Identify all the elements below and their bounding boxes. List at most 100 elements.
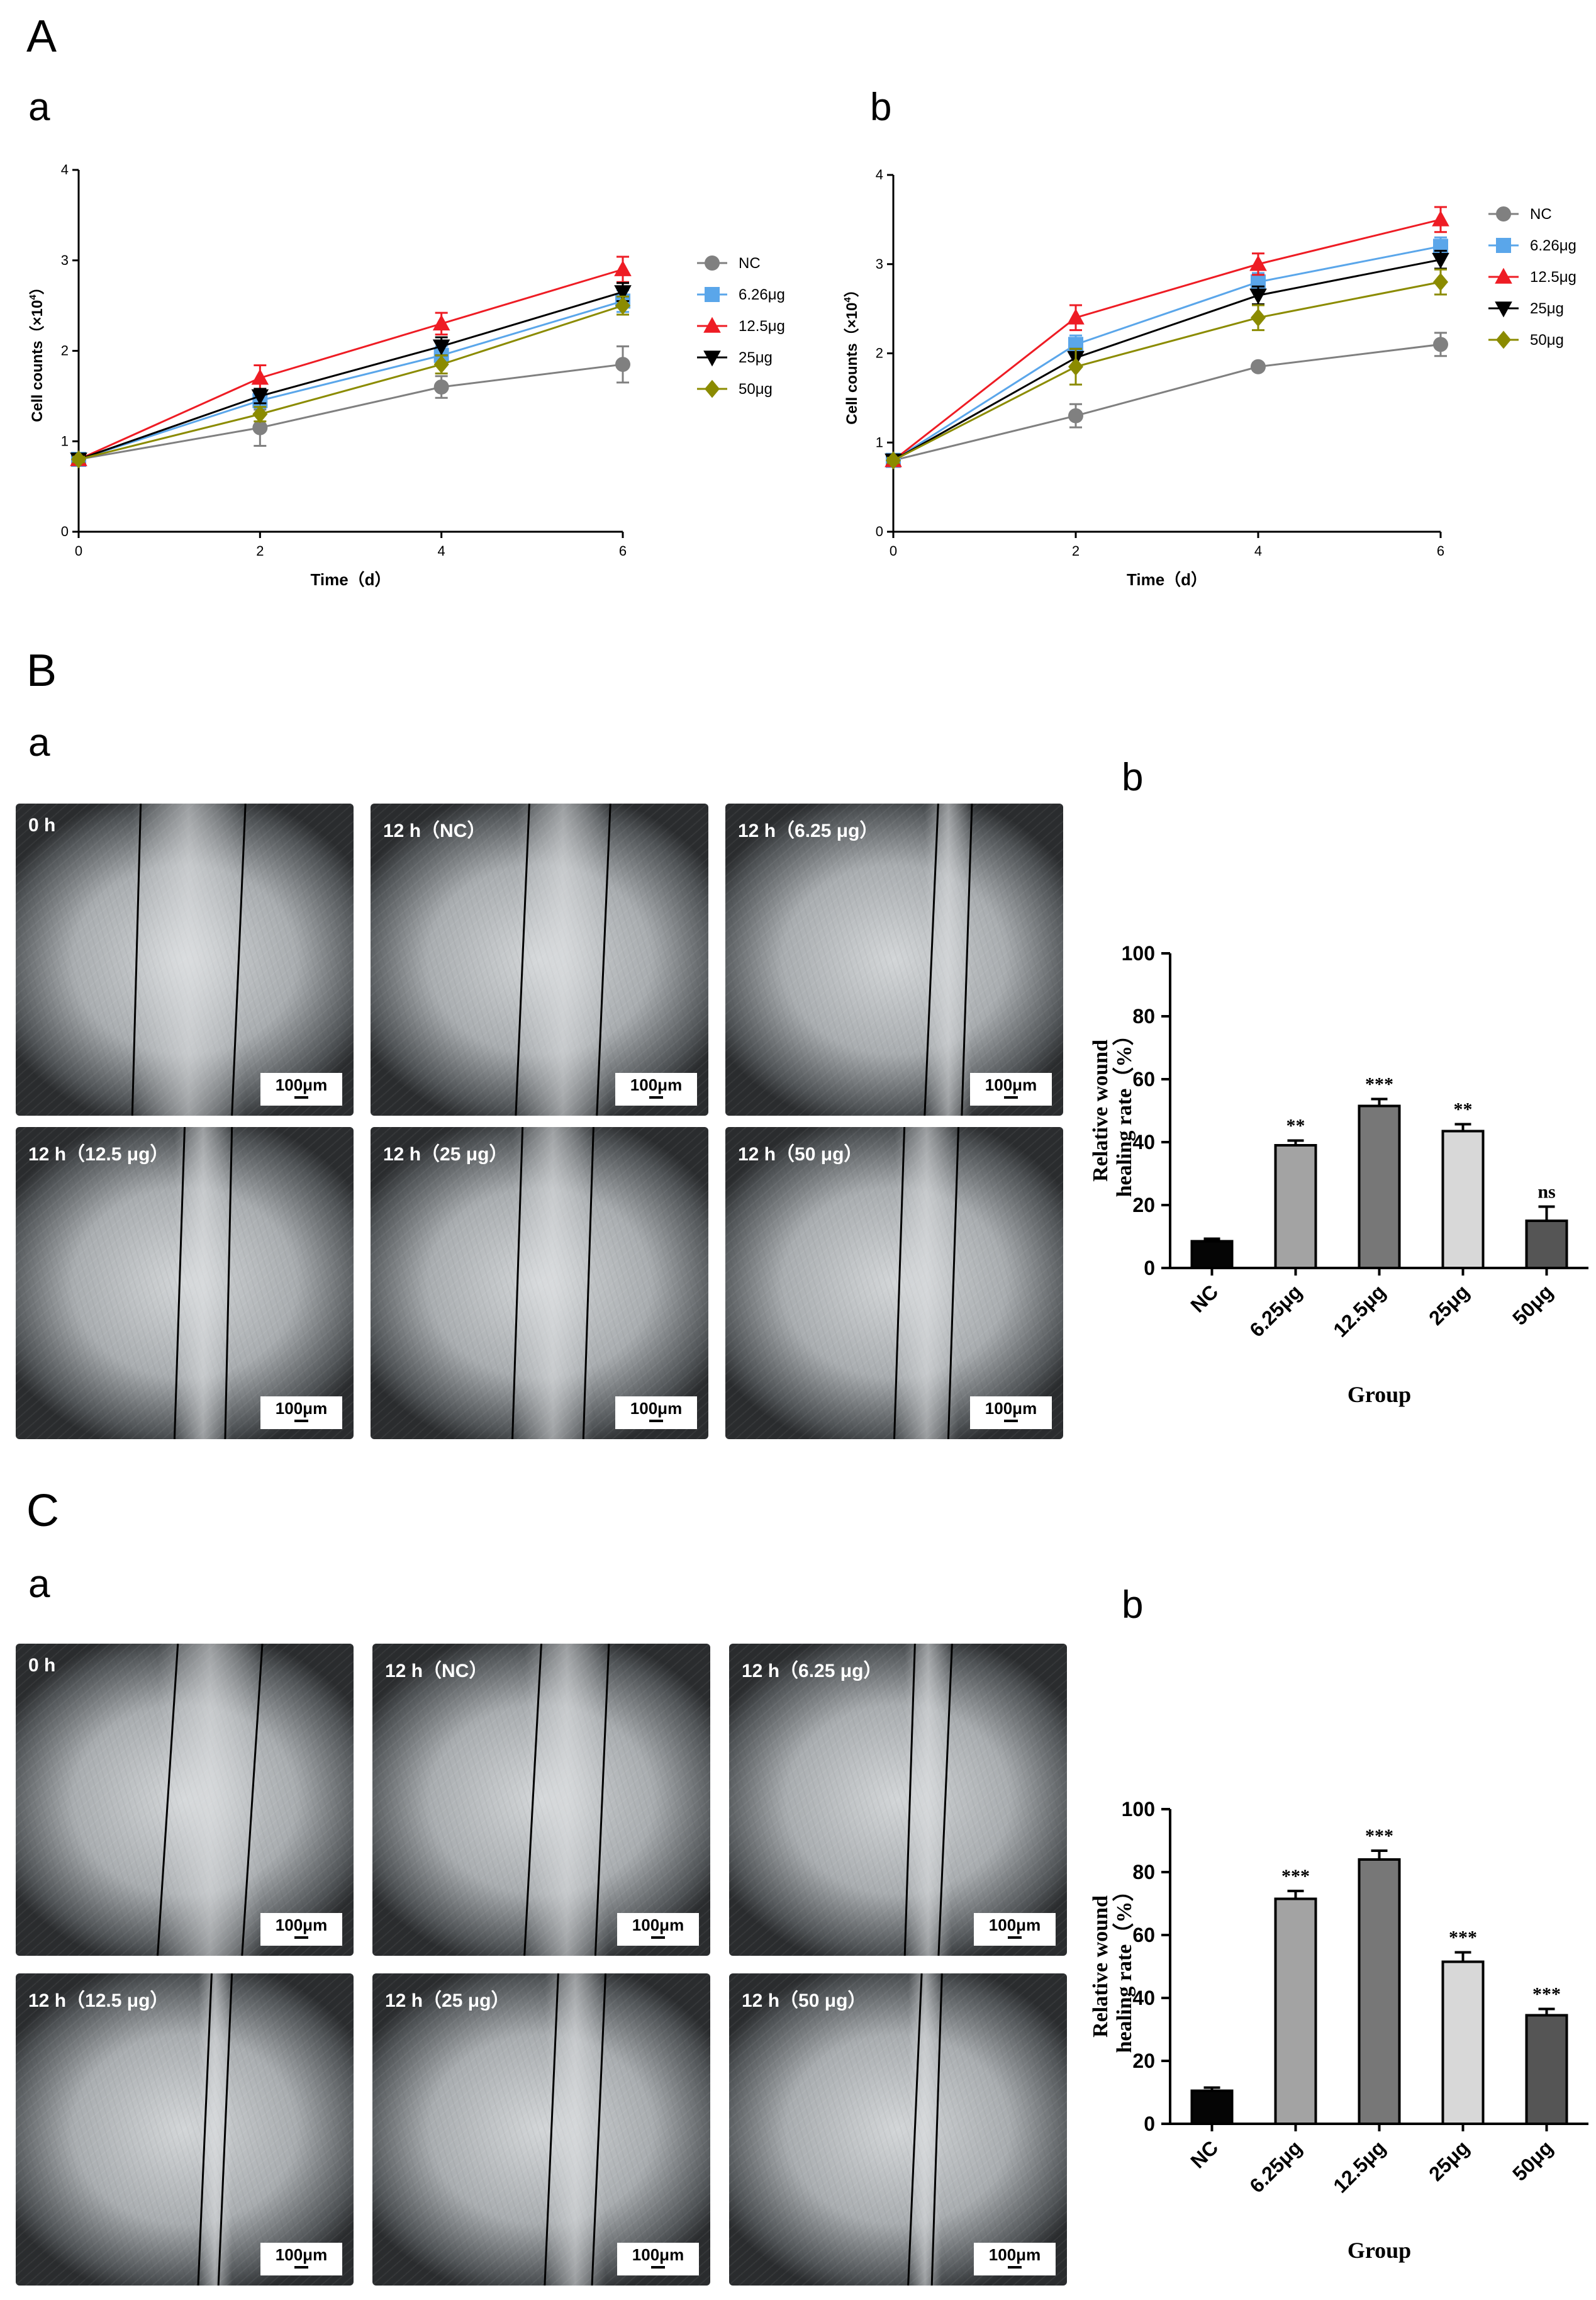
y-tick-label: 100 <box>1122 1798 1155 1820</box>
bar <box>1358 1858 1401 2125</box>
y-tick-label: 60 <box>1132 1924 1155 1946</box>
y-axis-label-text: Cell counts（×10 <box>29 300 46 422</box>
wound-edge-overlay <box>907 1973 943 2286</box>
scale-bar-label: 100μm <box>985 1075 1037 1094</box>
scale-bar-label: 100μm <box>632 2245 684 2264</box>
wound-edge-line <box>937 1644 953 1956</box>
subpanel-label-a-b: b <box>870 86 892 129</box>
data-point <box>433 355 449 374</box>
scale-bar: 100μm <box>260 2243 342 2275</box>
scale-bar-label: 100μm <box>275 1916 328 1934</box>
scale-bar-line <box>294 1420 308 1422</box>
micrograph-tile: 12 h（12.5 μg） 100μm <box>16 1127 354 1439</box>
x-tick-label: 4 <box>438 543 445 559</box>
bar <box>1525 1220 1568 1269</box>
legend-marker <box>1495 301 1512 318</box>
legend-label: 50μg <box>739 381 773 398</box>
data-point <box>886 451 901 469</box>
panel-label-c: C <box>26 1486 59 1536</box>
wound-edge-overlay <box>924 804 973 1116</box>
micrograph-tile: 12 h（50 μg） 100μm <box>725 1127 1063 1439</box>
scale-bar-line <box>294 2266 308 2269</box>
legend-label: 50μg <box>1530 332 1564 349</box>
legend-marker <box>705 379 720 398</box>
x-tick-label: 0 <box>75 543 82 559</box>
series-line <box>78 268 623 461</box>
significance-label: ns <box>1537 1182 1555 1203</box>
scale-bar-line <box>651 1936 665 1939</box>
series-line <box>893 281 1441 461</box>
scale-bar-line <box>1008 1936 1022 1939</box>
data-point <box>1068 408 1083 424</box>
y-tick-label: 4 <box>876 167 883 182</box>
y-tick-label: 40 <box>1132 1131 1155 1153</box>
bar <box>1190 2089 1234 2125</box>
wound-edge-line <box>515 804 530 1116</box>
micrograph-tile: 0 h 100μm <box>16 804 354 1116</box>
significance-label: ** <box>1454 1099 1473 1120</box>
x-axis-label: Time（d） <box>310 570 391 589</box>
data-point <box>615 296 630 315</box>
y-tick-label: 20 <box>1132 2050 1155 2072</box>
wound-edge-line <box>596 804 611 1116</box>
series-2 <box>884 206 1449 468</box>
legend-label: NC <box>739 255 761 272</box>
legend-label: 12.5μg <box>739 318 785 335</box>
scale-bar-line <box>1008 2266 1022 2269</box>
data-point <box>252 405 268 424</box>
wound-gap <box>174 1127 232 1439</box>
wound-edge-line <box>217 1973 233 2286</box>
y-tick-label: 0 <box>1144 1257 1155 1279</box>
micrograph-tile: 12 h（NC） 100μm <box>372 1644 710 1956</box>
scale-bar: 100μm <box>617 2243 699 2275</box>
significance-label: ** <box>1286 1116 1305 1136</box>
wound-gap <box>198 1973 232 2286</box>
y-tick-label: 40 <box>1132 1987 1155 2009</box>
cell-texture <box>729 1973 1067 2286</box>
scale-bar-line <box>1004 1420 1018 1422</box>
bar <box>1274 1897 1317 2125</box>
legend-marker <box>703 351 721 367</box>
x-tick-label: 6 <box>1437 543 1444 559</box>
data-point <box>614 260 632 276</box>
x-tick-label: 6.25μg <box>1245 2136 1306 2197</box>
y-axis-label-line2: healing rate（%） <box>1112 1024 1136 1198</box>
x-tick-label: 25μg <box>1424 2136 1473 2185</box>
micrograph-label: 12 h（NC） <box>385 1661 488 1681</box>
wound-edge-overlay <box>157 1644 264 1956</box>
cell-texture <box>725 804 1063 1116</box>
series-3 <box>884 249 1449 469</box>
scale-bar-label: 100μm <box>275 2245 328 2264</box>
bar <box>1441 1130 1485 1269</box>
micrograph-tile: 12 h（12.5 μg） 100μm <box>16 1973 354 2286</box>
wound-gap <box>894 1127 959 1439</box>
wound-edge-line <box>241 1644 264 1956</box>
series-line <box>78 291 623 461</box>
significance-label: *** <box>1365 1074 1393 1095</box>
data-point <box>1249 255 1267 271</box>
micrograph-tile: 0 h 100μm <box>16 1644 354 1956</box>
micrograph-tile: 12 h（6.25 μg） 100μm <box>725 804 1063 1116</box>
series-line <box>893 259 1441 461</box>
scale-bar-label: 100μm <box>985 1399 1037 1418</box>
micrograph-tile: 12 h（6.25 μg） 100μm <box>729 1644 1067 1956</box>
micrograph-tile: 12 h（50 μg） 100μm <box>729 1973 1067 2286</box>
wound-edge-line <box>930 1973 943 2286</box>
legend-marker <box>1496 238 1511 253</box>
data-point <box>615 357 630 373</box>
y-axis-label-close: ） <box>844 282 861 297</box>
legend-marker <box>1495 267 1512 284</box>
y-tick-label: 20 <box>1132 1194 1155 1216</box>
wound-edge-overlay <box>544 1973 607 2286</box>
wound-edge-line <box>907 1973 923 2286</box>
x-tick-label: 6.25μg <box>1245 1280 1306 1341</box>
micrograph-label: 12 h（25 μg） <box>385 1990 510 2011</box>
wound-edge-line <box>511 1127 524 1439</box>
significance-label: *** <box>1532 1984 1561 2005</box>
series-1 <box>886 236 1448 468</box>
micrograph-tile: 12 h（25 μg） 100μm <box>372 1973 710 2286</box>
x-tick-label: 2 <box>256 543 264 559</box>
micrograph-label: 12 h（50 μg） <box>738 1144 863 1165</box>
y-axis-label-line1: Relative wound <box>1089 1040 1112 1182</box>
